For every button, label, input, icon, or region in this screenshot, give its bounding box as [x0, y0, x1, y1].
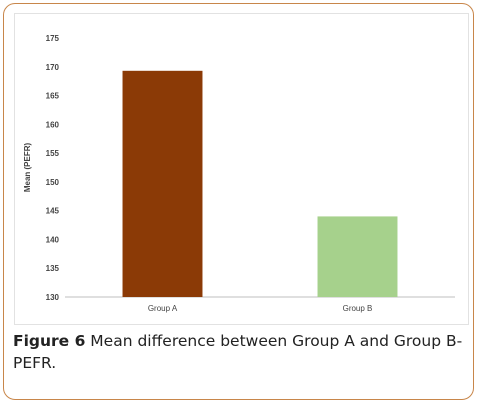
- x-tick-label: Group A: [148, 304, 178, 313]
- bars: [122, 70, 398, 297]
- x-tick-label: Group B: [343, 304, 373, 313]
- y-tick-label: 135: [46, 264, 60, 273]
- y-tick-label: 150: [46, 178, 60, 187]
- y-tick-label: 145: [46, 207, 60, 216]
- y-axis-label: Mean (PEFR): [23, 143, 32, 193]
- y-tick-label: 140: [46, 235, 60, 244]
- y-tick-label: 175: [46, 34, 60, 43]
- y-tick-label: 130: [46, 293, 60, 302]
- figure-label: Figure 6: [13, 332, 86, 350]
- y-axis-ticks: 130 135 140 145 150 155 160 165 170 175: [46, 34, 60, 302]
- chart-container: 130 135 140 145 150 155 160 165 170 175 Group A Gr…: [14, 13, 469, 325]
- figure-caption: Figure 6 Mean difference between Group A…: [13, 330, 463, 374]
- bar-group-a: [122, 70, 203, 297]
- y-tick-label: 155: [46, 149, 60, 158]
- caption-text: Mean difference between Group A and Grou…: [13, 332, 463, 372]
- bar-group-b: [317, 216, 398, 297]
- x-axis-labels: Group A Group B: [148, 304, 373, 313]
- y-tick-label: 170: [46, 63, 60, 72]
- y-tick-label: 165: [46, 92, 60, 101]
- y-tick-label: 160: [46, 120, 60, 129]
